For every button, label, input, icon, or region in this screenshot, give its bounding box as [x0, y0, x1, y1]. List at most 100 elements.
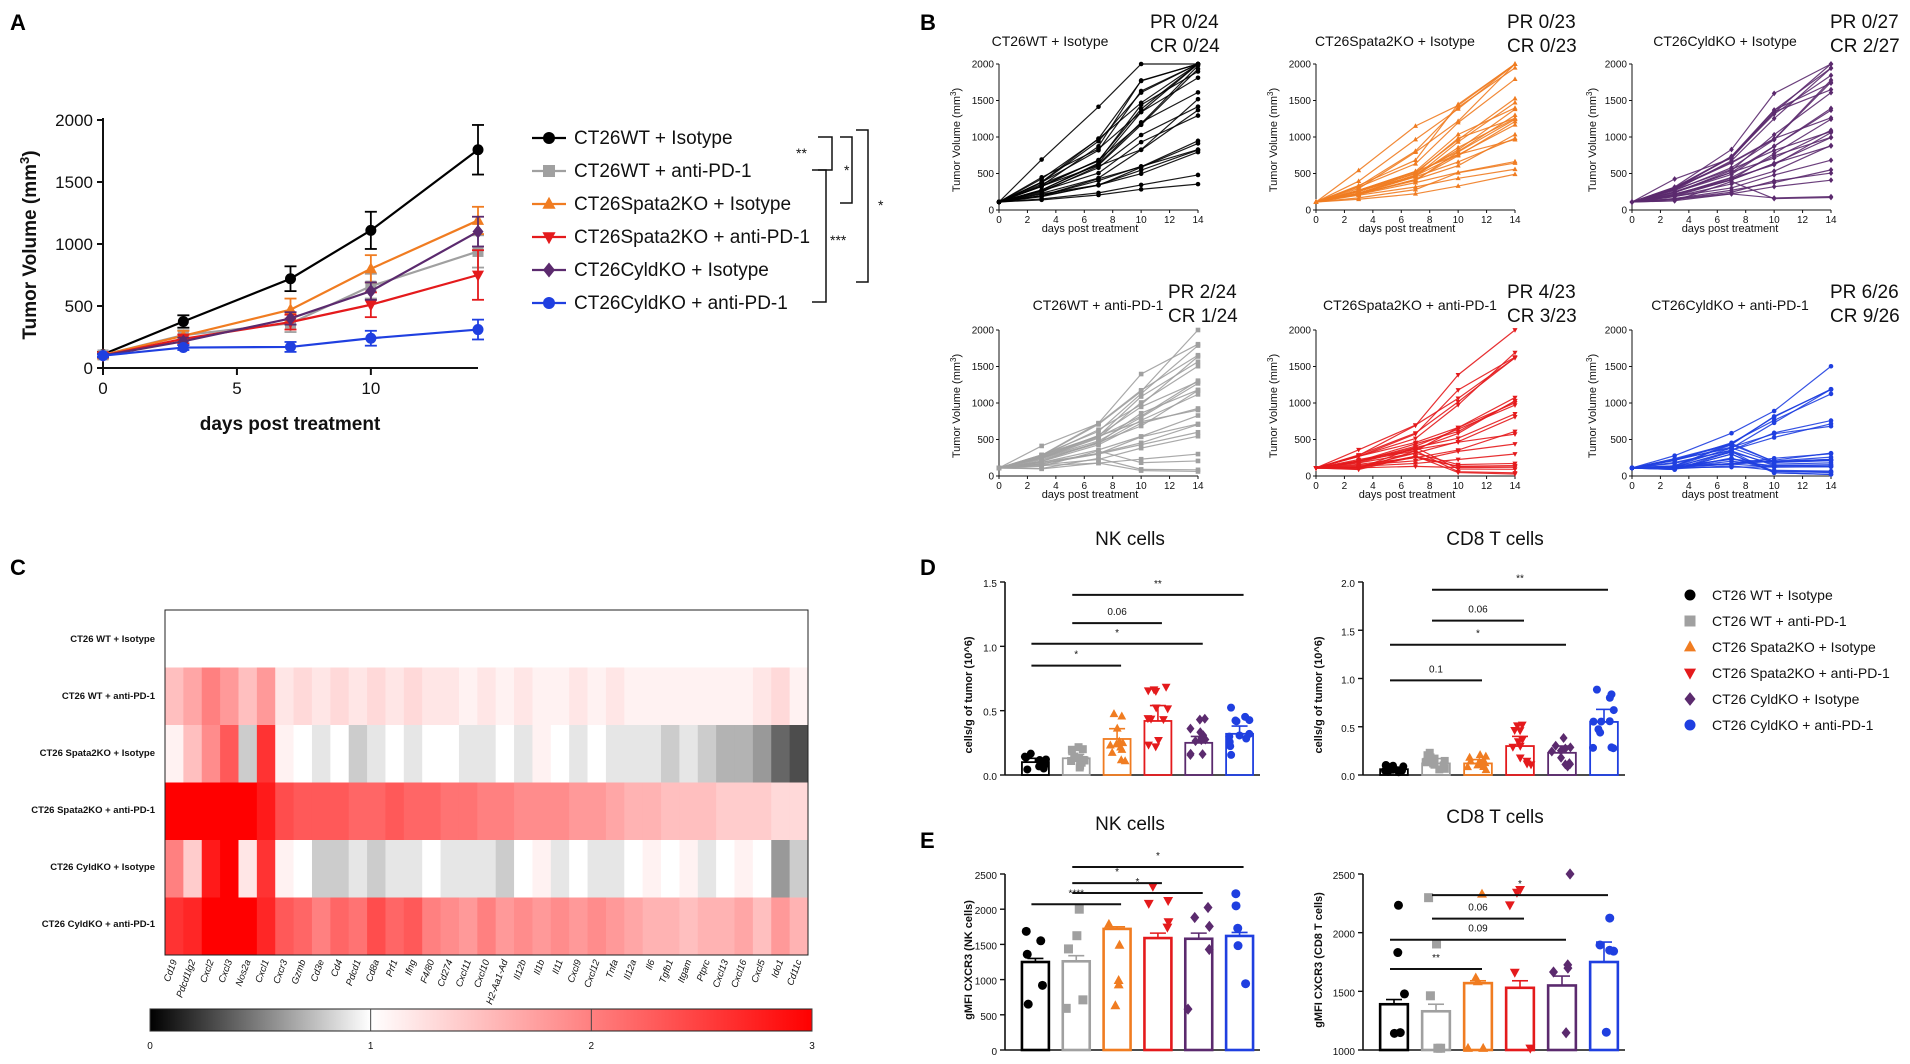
b-title-1: CT26Spata2KO + Isotype: [1315, 33, 1475, 49]
b-xlabel-5: days post treatment: [1682, 489, 1779, 501]
b-subject-point: [1828, 470, 1834, 475]
d-dot: [1551, 740, 1560, 751]
d-dot: [1186, 723, 1195, 734]
hm-cell: [771, 897, 791, 956]
hm-cell: [697, 610, 717, 668]
d-legend-5: CT26 CyldKO + anti-PD-1: [1712, 717, 1874, 733]
sig-label-a-1: *: [844, 162, 850, 178]
e-dot: [1509, 968, 1520, 978]
b-subject-point: [1729, 169, 1734, 176]
e-dot: [1204, 943, 1214, 956]
e-dot: [1113, 975, 1124, 985]
hm-column-label: Ptprc: [695, 958, 713, 983]
a-point: [285, 341, 296, 353]
hm-cell: [697, 840, 717, 898]
b-ylabel-5: Tumor Volume (mm3): [1585, 354, 1599, 458]
b-subject-point: [1828, 114, 1834, 121]
hm-row-label-3: CT26 Spata2KO + anti-PD-1: [31, 805, 156, 816]
d-ytick-label: 0.0: [983, 772, 997, 783]
hm-cell: [642, 840, 662, 898]
b-ylabel-close-5: ): [1587, 354, 1599, 358]
hm-cell: [275, 667, 295, 726]
hm-cell: [752, 610, 772, 668]
b-subject-point: [1138, 387, 1144, 393]
hm-cell: [275, 725, 295, 783]
b-subject-point: [1138, 423, 1144, 429]
b-xtick-label: 0: [1629, 481, 1635, 492]
hm-cell: [605, 897, 625, 956]
hm-column-label: Il1b: [532, 958, 548, 976]
sig-bracket-a-0: [818, 136, 833, 171]
d-dot: [1605, 717, 1614, 726]
panel-b-plot-3: CT26WT + anti-PD-1 PR 2/24 CR 1/24 days …: [949, 282, 1238, 501]
a-ytick-label: 1500: [55, 173, 93, 192]
b-subject-point: [1412, 157, 1419, 163]
b-subject-point: [1412, 464, 1419, 470]
b-subject-point: [1096, 442, 1101, 448]
b-cr-5: CR 9/26: [1830, 306, 1900, 327]
b-subject-point: [1512, 131, 1518, 137]
hm-cell: [275, 840, 295, 898]
d-sig-label: **: [1516, 574, 1524, 585]
b-subject-point: [1771, 435, 1777, 440]
b-subject-point: [1512, 328, 1518, 333]
b-subject-point: [1771, 107, 1777, 114]
b-subject-point: [1455, 425, 1461, 431]
b-subject-point: [1455, 399, 1461, 405]
hm-cell: [514, 610, 533, 668]
b-xtick-label: 6: [1399, 215, 1405, 226]
e-plot-1: 1000 1500 2000 2500 ** 0.09 0.06 *: [1333, 868, 1625, 1058]
d-dot: [1466, 756, 1476, 765]
e-dot: [1561, 1027, 1571, 1039]
b-subject-point: [1356, 467, 1362, 472]
sig-bracket-a-2: [812, 169, 827, 303]
hm-cell: [642, 725, 662, 783]
b-xtick-label: 12: [1481, 481, 1493, 492]
hm-cell: [734, 782, 754, 841]
hm-cell: [679, 782, 699, 841]
b-subject-point: [1512, 105, 1518, 110]
b-subject-point: [1771, 420, 1777, 426]
b-subject-point: [1412, 447, 1419, 452]
hm-cell: [752, 667, 772, 726]
b-subject-point: [1828, 386, 1834, 392]
hm-cell: [367, 840, 386, 898]
a-point: [285, 311, 296, 326]
b-subject-point: [1828, 65, 1834, 71]
e-dot: [1436, 1043, 1446, 1053]
b-subject-point: [1195, 343, 1201, 348]
hm-column-label: Gzmb: [290, 958, 309, 986]
b-subject-point: [1313, 199, 1319, 204]
b-ylabel-sup-2: 3: [1585, 91, 1594, 96]
e-dot: [1114, 939, 1125, 949]
hm-cell: [624, 725, 644, 783]
hm-row-label-4: CT26 CyldKO + Isotype: [50, 862, 155, 873]
b-xtick-label: 8: [1743, 481, 1749, 492]
b-subject-point: [1828, 105, 1834, 112]
hm-colorbar-label: 0: [147, 1041, 153, 1052]
b-subject-point: [1512, 350, 1518, 356]
d-dot: [1429, 759, 1438, 768]
hm-cell: [697, 667, 717, 726]
b-subject-point: [1771, 90, 1777, 97]
hm-cell: [311, 610, 331, 668]
b-ytick-label: 2000: [1605, 60, 1628, 71]
b-ytick-label: 2000: [972, 326, 995, 337]
panel-label-c: C: [10, 555, 26, 580]
b-subject-point: [1771, 155, 1777, 162]
a-point: [177, 342, 189, 354]
hm-cell: [385, 840, 405, 898]
hm-colorbar: 0 1 2 3: [147, 1008, 815, 1052]
hm-cell: [238, 782, 258, 841]
b-subject-point: [1512, 442, 1518, 447]
e-dot: [1565, 868, 1575, 880]
b-subject-point: [1512, 136, 1518, 142]
hm-cell: [183, 610, 203, 668]
hm-cell: [514, 725, 533, 783]
e-ytick-label: 1500: [975, 941, 998, 952]
e-dot: [1504, 901, 1515, 911]
b-ylabel-sup-3: 3: [949, 357, 958, 362]
b-title-5: CT26CyldKO + anti-PD-1: [1651, 297, 1809, 313]
hm-cell: [716, 667, 736, 726]
b-ylabel-main-3: Tumor Volume (mm: [951, 362, 963, 458]
